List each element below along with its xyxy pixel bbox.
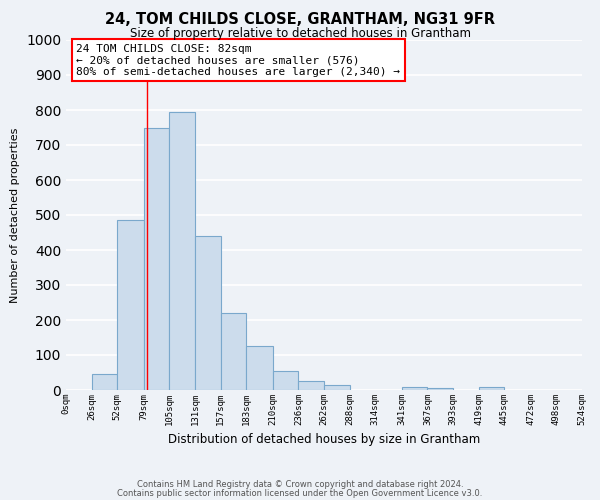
Text: Contains HM Land Registry data © Crown copyright and database right 2024.: Contains HM Land Registry data © Crown c… [137,480,463,489]
Bar [427,388,453,390]
Bar [169,112,195,390]
Bar [246,346,273,390]
Bar [402,386,427,390]
Text: 24 TOM CHILDS CLOSE: 82sqm
← 20% of detached houses are smaller (576)
80% of sem: 24 TOM CHILDS CLOSE: 82sqm ← 20% of deta… [76,44,400,76]
X-axis label: Distribution of detached houses by size in Grantham: Distribution of detached houses by size … [168,434,480,446]
Text: Size of property relative to detached houses in Grantham: Size of property relative to detached ho… [130,28,470,40]
Bar [479,386,504,390]
Bar [273,371,298,390]
Bar [221,313,246,390]
Text: 24, TOM CHILDS CLOSE, GRANTHAM, NG31 9FR: 24, TOM CHILDS CLOSE, GRANTHAM, NG31 9FR [105,12,495,28]
Bar [117,220,144,390]
Y-axis label: Number of detached properties: Number of detached properties [10,128,20,302]
Text: Contains public sector information licensed under the Open Government Licence v3: Contains public sector information licen… [118,488,482,498]
Bar [195,236,221,390]
Bar [298,381,324,390]
Bar [324,385,350,390]
Bar [144,128,169,390]
Bar [92,374,117,390]
